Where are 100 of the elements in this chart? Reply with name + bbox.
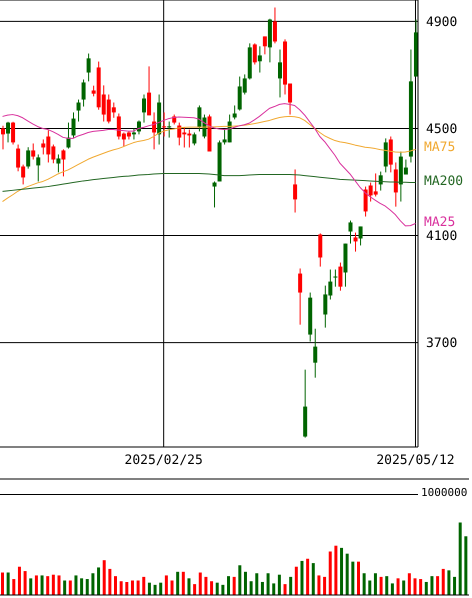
bar bbox=[58, 575, 61, 595]
bar bbox=[351, 562, 354, 595]
bar bbox=[396, 578, 400, 595]
bar bbox=[238, 565, 242, 595]
candlestick bbox=[313, 328, 318, 378]
series-label: MA200 bbox=[424, 174, 464, 190]
bar bbox=[436, 576, 440, 595]
bar bbox=[204, 576, 208, 595]
bar bbox=[323, 576, 326, 595]
bar bbox=[227, 576, 230, 595]
series-label: MA25 bbox=[424, 214, 456, 230]
bar bbox=[289, 576, 292, 595]
candlestick bbox=[358, 226, 363, 246]
bar bbox=[46, 576, 50, 595]
text: 1000000 bbox=[421, 486, 468, 500]
bar bbox=[18, 566, 21, 595]
bar bbox=[402, 580, 406, 595]
bar bbox=[356, 562, 360, 595]
candlestick bbox=[394, 162, 398, 208]
bar bbox=[413, 578, 416, 595]
bar bbox=[164, 575, 168, 595]
candlestick bbox=[167, 121, 172, 138]
bar bbox=[362, 573, 366, 595]
bar bbox=[312, 563, 315, 595]
bar bbox=[170, 580, 174, 595]
bar bbox=[294, 566, 298, 595]
bar bbox=[80, 578, 84, 595]
bar bbox=[430, 576, 434, 595]
bar bbox=[108, 568, 112, 595]
candlestick bbox=[348, 220, 352, 244]
bar bbox=[340, 548, 344, 595]
candlestick bbox=[147, 66, 152, 116]
candlestick bbox=[1, 125, 5, 150]
bar bbox=[198, 572, 202, 595]
bar bbox=[24, 571, 27, 595]
bar bbox=[154, 584, 157, 595]
bar bbox=[182, 572, 185, 595]
candlestick bbox=[36, 154, 40, 182]
bar bbox=[300, 560, 304, 595]
candlestick bbox=[298, 268, 302, 326]
line-series bbox=[2, 103, 416, 226]
candlestick bbox=[252, 42, 257, 66]
bar bbox=[6, 572, 10, 595]
candlestick bbox=[82, 78, 86, 108]
bar bbox=[52, 574, 55, 595]
candlestick bbox=[56, 154, 60, 173]
bar bbox=[244, 572, 247, 595]
bar bbox=[68, 580, 72, 595]
series-label: MA75 bbox=[424, 140, 456, 156]
bar bbox=[187, 578, 190, 595]
candlestick bbox=[61, 148, 66, 177]
bar bbox=[346, 554, 349, 595]
candlestick bbox=[26, 146, 30, 170]
candlestick bbox=[338, 262, 342, 292]
bar bbox=[453, 576, 456, 595]
bar bbox=[86, 579, 89, 595]
y-tick-label: 4500 bbox=[426, 122, 458, 138]
candlestick bbox=[86, 53, 91, 82]
candlestick bbox=[212, 180, 217, 208]
bar bbox=[306, 558, 310, 595]
bar bbox=[232, 576, 236, 595]
bar bbox=[176, 572, 180, 595]
bar bbox=[74, 575, 78, 595]
bar bbox=[334, 546, 338, 595]
bar bbox=[374, 573, 377, 595]
bar bbox=[210, 581, 214, 595]
bar bbox=[40, 575, 44, 595]
bar bbox=[130, 580, 134, 595]
bar bbox=[216, 582, 219, 595]
bar bbox=[97, 567, 100, 595]
bar bbox=[29, 578, 32, 595]
candlestick bbox=[6, 121, 10, 143]
x-tick-label: 2025/05/12 bbox=[376, 453, 455, 468]
bar bbox=[385, 576, 388, 595]
bar bbox=[464, 536, 468, 595]
bar bbox=[193, 584, 196, 595]
bar bbox=[12, 579, 16, 595]
bar bbox=[458, 522, 462, 595]
bar bbox=[368, 580, 372, 595]
bar bbox=[136, 580, 140, 595]
bar bbox=[424, 582, 428, 595]
bar bbox=[102, 560, 106, 595]
bar bbox=[419, 579, 422, 595]
candlestick bbox=[76, 99, 81, 122]
bar bbox=[148, 582, 151, 595]
candlestick bbox=[142, 94, 146, 124]
bar bbox=[260, 582, 264, 595]
x-tick-label: 2025/02/25 bbox=[124, 453, 203, 468]
bar bbox=[255, 573, 258, 595]
candlestick bbox=[262, 36, 267, 55]
bar bbox=[278, 574, 281, 595]
bar bbox=[250, 581, 253, 595]
bar bbox=[328, 552, 332, 595]
candlestick bbox=[132, 128, 136, 140]
candlestick bbox=[354, 232, 358, 252]
bar bbox=[125, 582, 128, 595]
candlestick bbox=[318, 232, 322, 268]
bar bbox=[114, 576, 118, 595]
bar bbox=[159, 582, 162, 595]
bar bbox=[284, 584, 287, 595]
